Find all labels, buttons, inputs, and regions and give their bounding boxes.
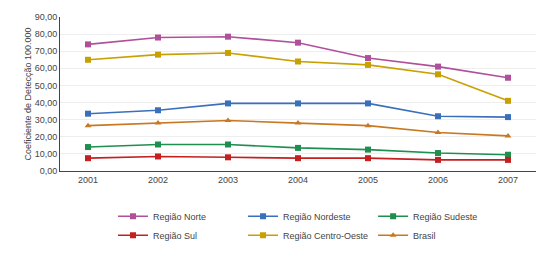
svg-text:Região Norte: Região Norte — [153, 212, 206, 222]
svg-text:90,00: 90,00 — [35, 12, 58, 22]
svg-text:Coeficiente de Detecção 100.00: Coeficiente de Detecção 100.000 — [23, 27, 33, 160]
svg-text:Brasil: Brasil — [413, 231, 436, 241]
svg-text:40,00: 40,00 — [35, 98, 58, 108]
svg-text:Região Sudeste: Região Sudeste — [413, 212, 477, 222]
svg-text:2005: 2005 — [358, 175, 378, 185]
svg-text:50,00: 50,00 — [35, 81, 58, 91]
svg-text:30,00: 30,00 — [35, 115, 58, 125]
svg-text:10,00: 10,00 — [35, 149, 58, 159]
svg-text:0,00: 0,00 — [40, 166, 58, 176]
svg-text:2007: 2007 — [498, 175, 518, 185]
svg-text:20,00: 20,00 — [35, 132, 58, 142]
svg-text:2001: 2001 — [78, 175, 98, 185]
svg-text:Região Nordeste: Região Nordeste — [283, 212, 351, 222]
svg-text:80,00: 80,00 — [35, 29, 58, 39]
svg-text:70,00: 70,00 — [35, 46, 58, 56]
svg-text:2006: 2006 — [428, 175, 448, 185]
svg-text:2004: 2004 — [288, 175, 308, 185]
svg-text:Região Sul: Região Sul — [153, 231, 197, 241]
svg-text:Região Centro-Oeste: Região Centro-Oeste — [283, 231, 368, 241]
svg-text:2003: 2003 — [218, 175, 238, 185]
svg-text:2002: 2002 — [148, 175, 168, 185]
svg-text:60,00: 60,00 — [35, 63, 58, 73]
